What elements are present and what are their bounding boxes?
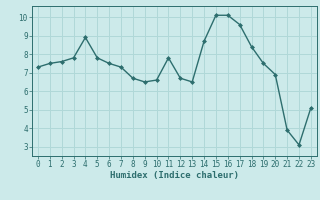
- X-axis label: Humidex (Indice chaleur): Humidex (Indice chaleur): [110, 171, 239, 180]
